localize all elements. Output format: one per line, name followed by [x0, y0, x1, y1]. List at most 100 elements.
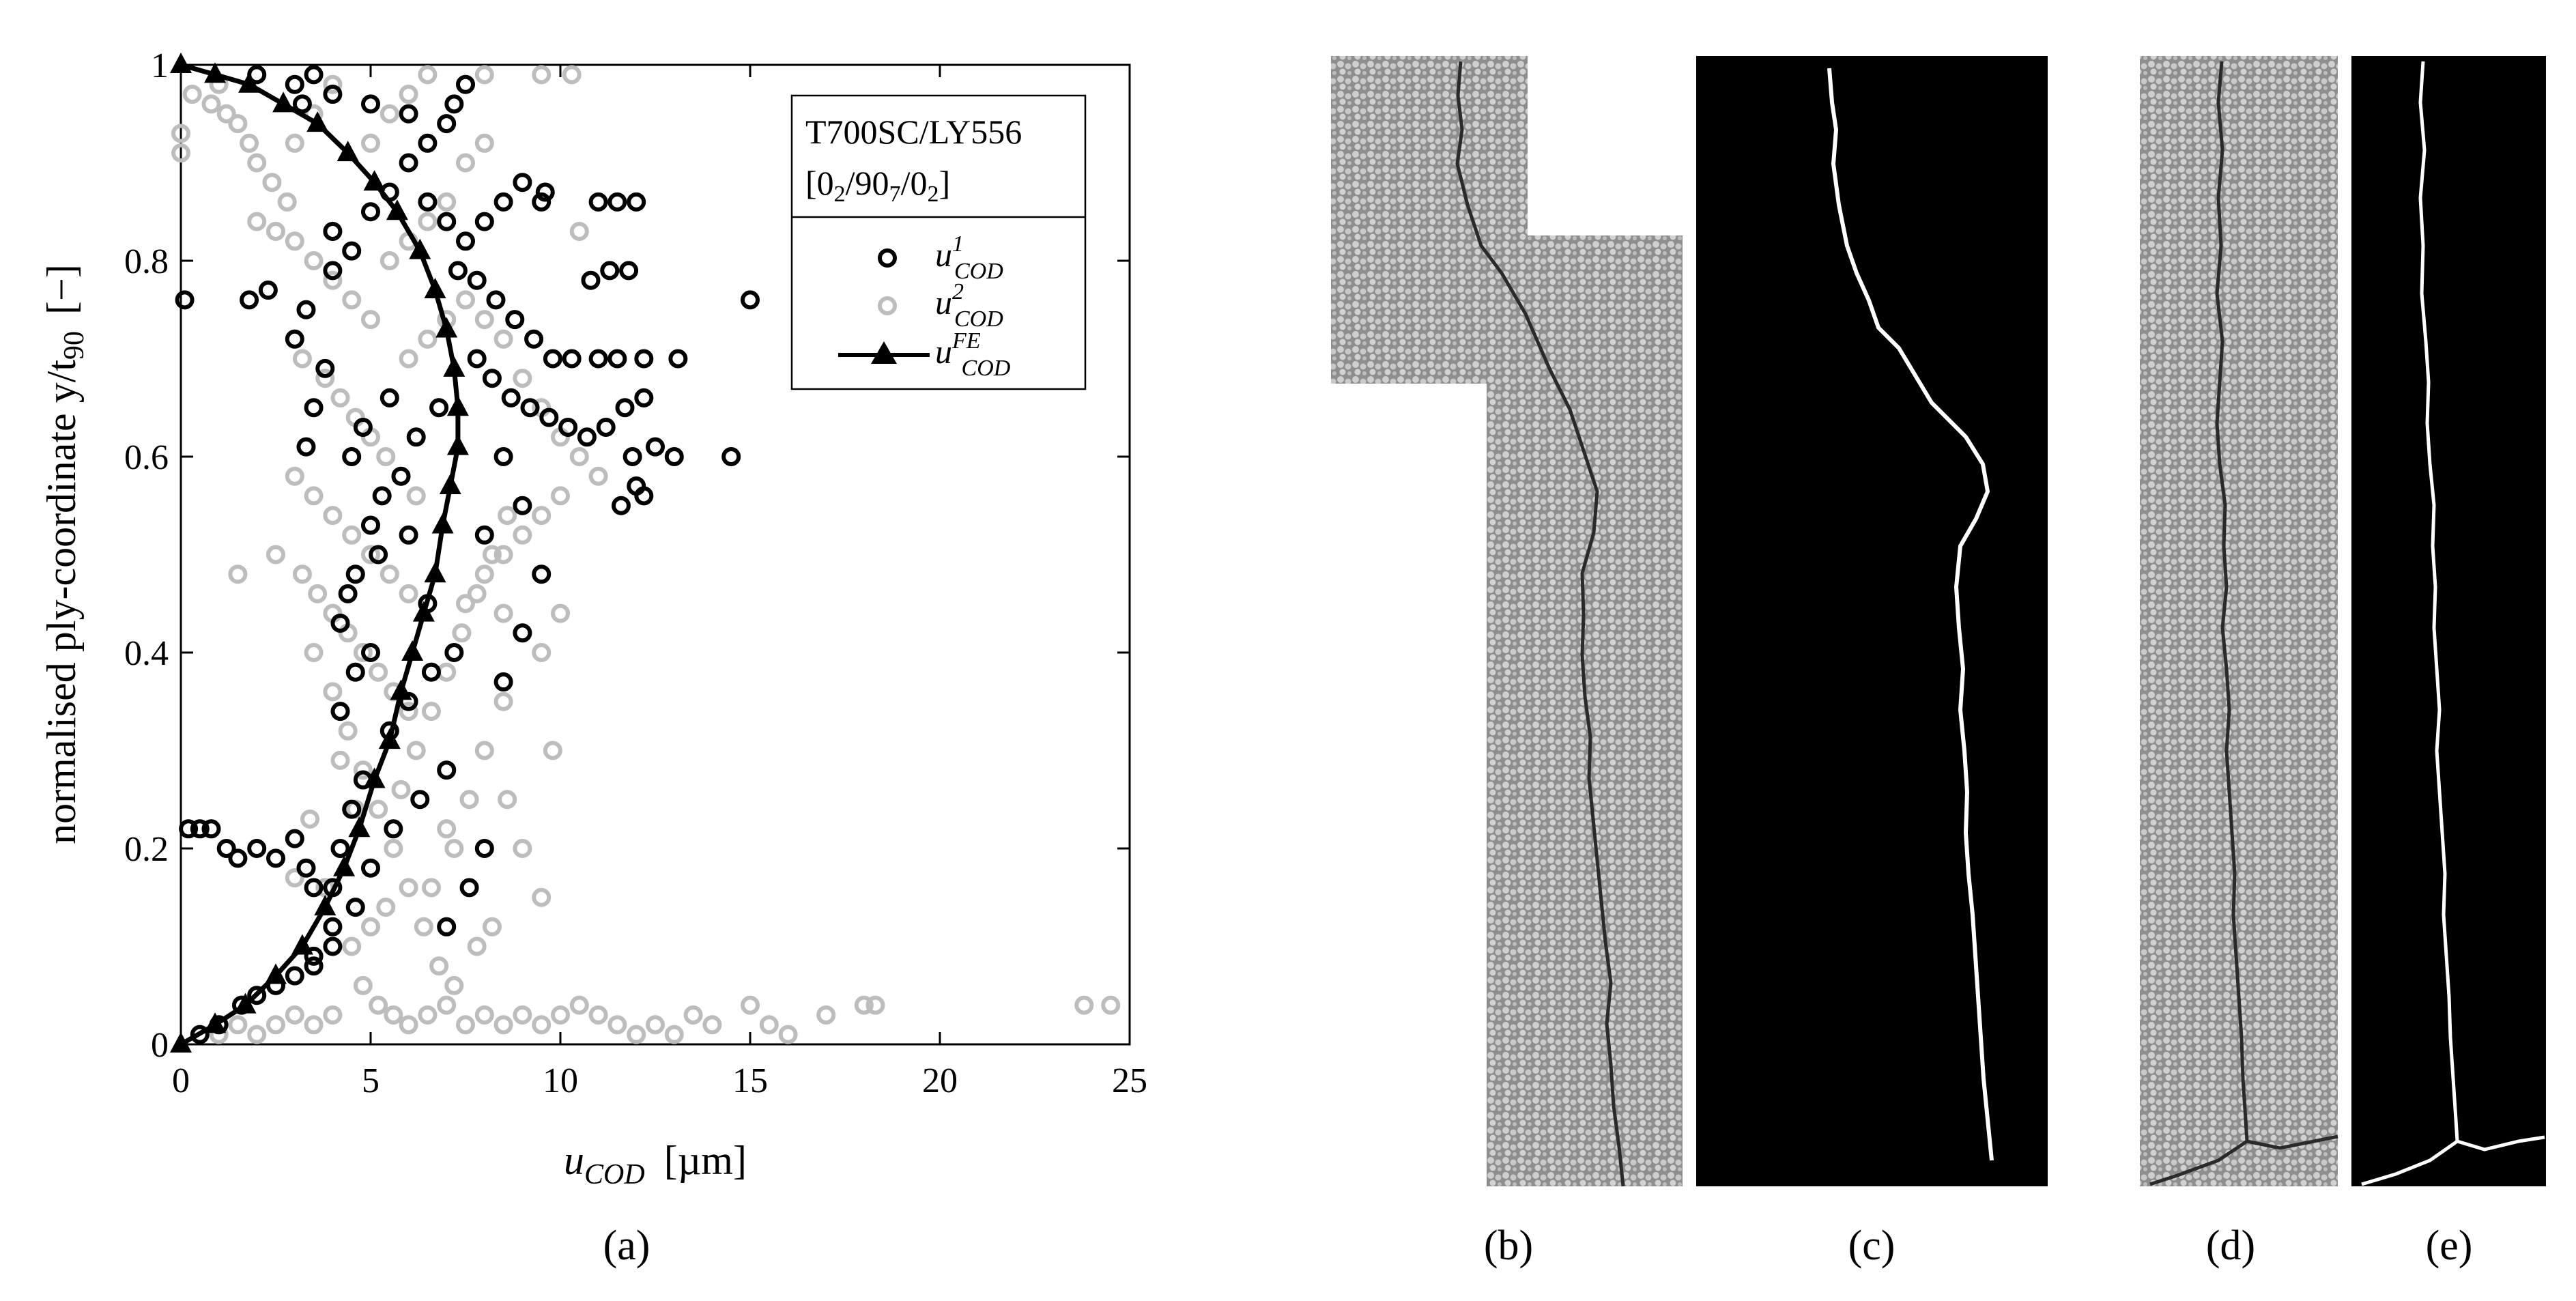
u2-point	[702, 1015, 722, 1035]
x-tick-labels: 0 5 10 15 20 25	[172, 1061, 1147, 1100]
u1-point	[581, 270, 601, 290]
legend-label-u2: u2 COD	[935, 279, 1003, 332]
u1-point	[437, 114, 457, 134]
u1-point	[353, 417, 373, 437]
ufe-marker	[170, 1032, 192, 1053]
micrograph-panel-b: (b)	[1331, 56, 1683, 1269]
u2-point	[532, 887, 552, 907]
legend-label-fe: uFE COD	[935, 328, 1011, 381]
u2-point	[498, 790, 517, 810]
u1-point	[345, 662, 365, 682]
u2-point	[418, 1005, 438, 1025]
u1-point	[285, 329, 304, 349]
u1-point	[467, 270, 487, 290]
u2-point	[285, 1005, 304, 1025]
u2-point	[759, 1015, 779, 1035]
u2-point	[285, 868, 304, 888]
u2-point	[498, 506, 517, 526]
u1-point	[330, 702, 350, 721]
u1-point	[285, 74, 304, 94]
x-tick-label: 20	[922, 1061, 958, 1100]
u2-point	[369, 799, 388, 819]
u1-point	[474, 525, 494, 545]
u2-point	[414, 917, 433, 937]
ufe-marker	[204, 62, 227, 83]
crack-c	[1827, 68, 1994, 1161]
u1-point	[611, 496, 631, 515]
u2-point	[474, 1005, 494, 1025]
u2-point	[482, 917, 502, 937]
u1-point	[505, 310, 525, 330]
u2-point	[467, 937, 487, 956]
u1-point	[588, 192, 608, 212]
u2-point	[513, 839, 532, 858]
u2-point	[543, 741, 562, 760]
u1-point	[361, 202, 380, 222]
y-tick-label: 0.6	[124, 438, 169, 477]
u2-point	[228, 564, 248, 584]
u2-point	[664, 1025, 684, 1044]
chart-panel-a: 0 5 10 15 20 25 0 0.2 0.4 0.6 0.8 1 uCOD [µm] norma…	[39, 46, 1147, 1269]
ufe-marker	[401, 640, 424, 661]
u1-point	[741, 290, 760, 310]
u1-point	[179, 819, 199, 839]
u2-point	[474, 564, 494, 584]
u1-point	[418, 133, 438, 153]
micrograph-b	[1331, 56, 1683, 1186]
u2-point	[361, 310, 380, 330]
u2-point	[588, 466, 608, 486]
u2-point	[399, 349, 418, 369]
segmented-panel-e: (e)	[2351, 56, 2546, 1269]
ufe-marker	[291, 934, 313, 955]
ufe-marker	[272, 91, 295, 113]
y-tick-label: 1	[151, 46, 169, 85]
u2-point	[315, 369, 335, 388]
u2-point	[493, 329, 513, 349]
u1-point	[399, 525, 418, 545]
u2-point	[399, 702, 418, 721]
u1-point	[429, 398, 449, 418]
u2-point	[300, 809, 320, 829]
u2-point	[353, 975, 373, 995]
u2-point	[304, 643, 324, 662]
u2-point	[285, 231, 304, 251]
u2-point	[399, 584, 418, 603]
u1-point	[323, 917, 343, 937]
u1-point	[513, 496, 532, 515]
y-tick-labels: 0 0.2 0.4 0.6 0.8 1	[124, 46, 169, 1065]
u2-point	[452, 623, 472, 643]
u1-point	[380, 388, 399, 408]
u2-point	[342, 525, 362, 545]
u2-point	[361, 545, 380, 564]
u1-point	[437, 212, 457, 231]
u1-point	[493, 672, 513, 692]
y-tick-label: 0	[151, 1026, 169, 1065]
ufe-marker	[265, 963, 287, 984]
ufe-marker	[337, 141, 359, 162]
u1-point	[361, 643, 380, 662]
u2-point	[323, 1005, 343, 1025]
ufe-marker	[234, 992, 257, 1014]
y-tick-label: 0.2	[124, 830, 169, 869]
legend: T700SC/LY556 [02/907/02] u1 COD u2 COD uFE…	[790, 94, 1087, 390]
y-tick-label: 0.4	[124, 634, 169, 673]
u1-point	[216, 839, 236, 858]
u2-point	[406, 486, 426, 506]
u2-point	[399, 1015, 418, 1035]
u1-point	[258, 281, 278, 300]
u2-point	[338, 721, 358, 741]
u1-point	[369, 545, 388, 564]
u2-point	[551, 486, 570, 506]
ufe-marker	[348, 816, 371, 838]
u2-point	[308, 584, 328, 603]
u2-point	[182, 85, 202, 104]
ufe-marker	[424, 278, 446, 299]
u2-point	[482, 545, 502, 564]
u1-point	[384, 819, 403, 839]
u1-point	[330, 839, 350, 858]
u2-point	[292, 564, 312, 584]
u1-point	[535, 182, 555, 202]
crack-d	[2149, 61, 2338, 1186]
u1-point	[304, 398, 324, 418]
crack-e	[2361, 61, 2545, 1186]
